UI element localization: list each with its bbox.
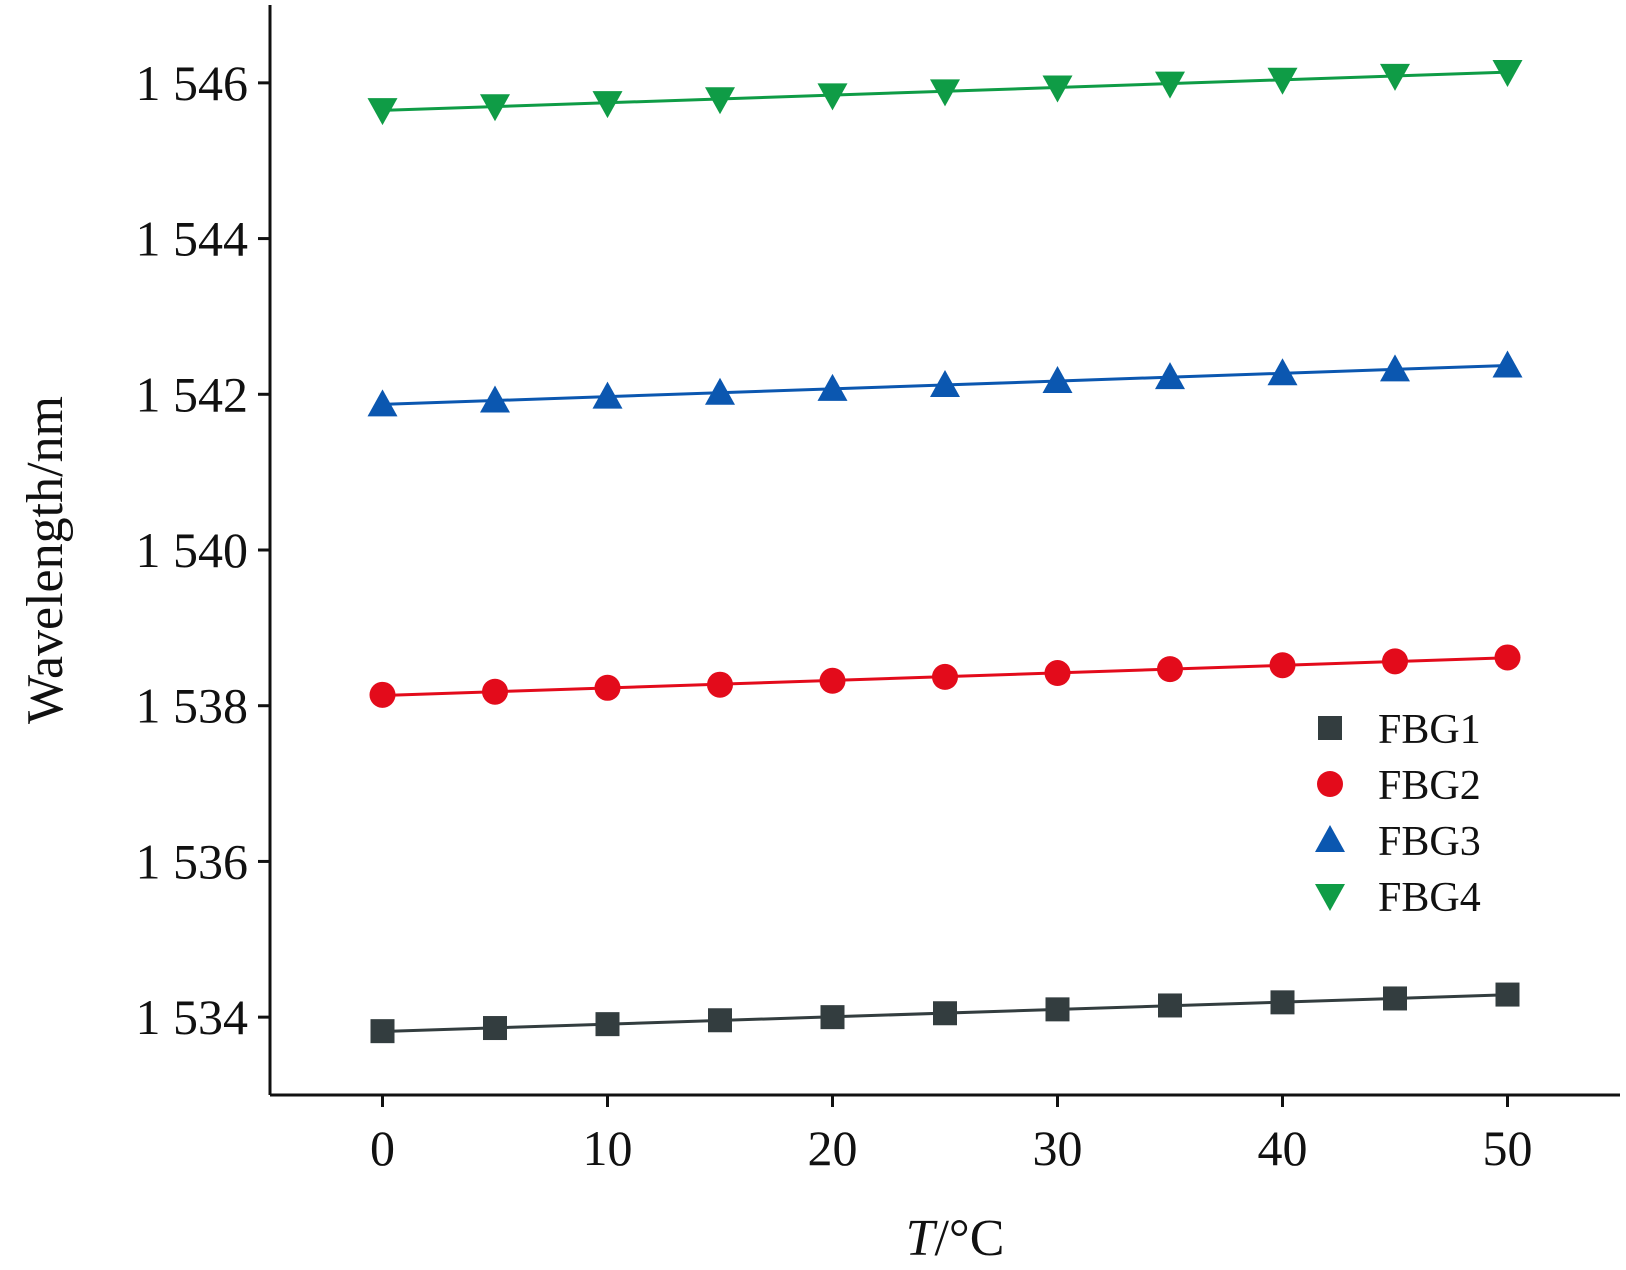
legend-marker [1315, 825, 1345, 852]
data-point [1269, 652, 1296, 679]
x-axis-title-variable: T [906, 1210, 938, 1267]
series-fbg1 [370, 982, 1520, 1044]
data-point [1155, 71, 1185, 99]
y-axis-ticks: 1 534 1 536 1 538 1 540 1 542 1 544 1 546 [136, 55, 270, 1045]
data-point [483, 1016, 507, 1041]
y-tick-label: 1 542 [136, 366, 249, 422]
series-fbg4 [367, 59, 1523, 126]
data-point [1495, 982, 1520, 1007]
data-point [708, 1008, 732, 1033]
series-fbg2 [369, 644, 1521, 708]
y-axis-title: Wavelength/nm [17, 396, 74, 724]
data-point [480, 94, 510, 122]
data-point [1267, 358, 1298, 386]
legend-item: FBG3 [1315, 819, 1481, 865]
legend-label: FBG3 [1378, 819, 1481, 865]
data-point [817, 373, 848, 401]
data-point [594, 674, 621, 701]
data-point [592, 381, 623, 409]
legend-marker [1317, 771, 1343, 797]
data-point [1383, 986, 1407, 1011]
data-point [370, 1019, 395, 1044]
x-tick-label: 50 [1483, 1120, 1533, 1176]
x-axis-ticks: 0 10 20 30 40 50 [370, 1095, 1533, 1176]
y-tick-label: 1 540 [136, 522, 249, 578]
data-point [1155, 362, 1185, 390]
legend-label: FBG1 [1378, 707, 1481, 753]
y-tick-label: 1 534 [136, 989, 249, 1045]
data-point [369, 681, 396, 708]
data-point [482, 678, 508, 705]
data-point [367, 389, 398, 417]
y-tick-label: 1 538 [136, 678, 249, 734]
data-point [1045, 997, 1070, 1022]
data-point [820, 1005, 845, 1030]
x-tick-label: 20 [808, 1120, 858, 1176]
data-point [1158, 993, 1182, 1018]
data-point [933, 1001, 957, 1026]
x-tick-label: 0 [370, 1120, 395, 1176]
data-point [930, 369, 960, 397]
x-axis-title-unit: /°C [934, 1210, 1004, 1267]
data-point [705, 87, 735, 115]
legend-marker [1315, 884, 1345, 911]
data-point [595, 1012, 620, 1037]
data-point [707, 671, 733, 698]
axes [268, 5, 1620, 1097]
data-point [1380, 63, 1410, 91]
data-point [817, 83, 848, 111]
data-point [932, 663, 958, 690]
x-tick-label: 10 [583, 1120, 633, 1176]
data-point [592, 91, 623, 119]
data-point [1042, 366, 1073, 394]
y-tick-label: 1 536 [136, 833, 249, 889]
data-point [930, 79, 960, 107]
legend-marker [1318, 716, 1342, 740]
y-tick-label: 1 544 [136, 211, 249, 267]
data-point [1267, 67, 1298, 95]
data-point [1157, 656, 1183, 683]
series-fbg3 [367, 350, 1523, 417]
legend-item: FBG2 [1317, 763, 1481, 809]
legend-item: FBG4 [1315, 875, 1481, 921]
x-tick-label: 30 [1033, 1120, 1083, 1176]
data-point [1492, 59, 1523, 87]
data-point [1044, 660, 1071, 687]
legend-label: FBG4 [1378, 875, 1481, 921]
data-point [480, 385, 510, 413]
x-axis-title: T/°C [906, 1210, 1005, 1267]
data-point [367, 98, 398, 126]
series-layer [367, 59, 1523, 1044]
data-point [1042, 75, 1073, 103]
data-point [705, 377, 735, 405]
legend: FBG1 FBG2 FBG3 FBG4 [1315, 707, 1481, 921]
data-point [1270, 990, 1295, 1015]
data-point [1380, 354, 1410, 382]
data-point [1382, 648, 1408, 675]
data-point [1494, 644, 1521, 671]
legend-label: FBG2 [1378, 763, 1481, 809]
data-point [819, 667, 846, 694]
y-tick-label: 1 546 [136, 55, 249, 111]
x-tick-label: 40 [1258, 1120, 1308, 1176]
data-point [1492, 350, 1523, 378]
legend-item: FBG1 [1318, 707, 1481, 753]
